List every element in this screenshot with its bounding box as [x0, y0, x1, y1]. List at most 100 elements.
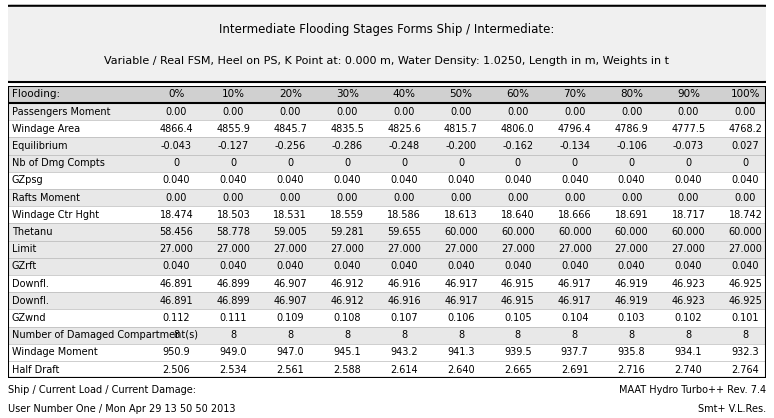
- Text: 0.00: 0.00: [507, 107, 529, 117]
- Text: 18.666: 18.666: [558, 210, 591, 220]
- Text: 0.040: 0.040: [163, 261, 190, 271]
- Text: 0.00: 0.00: [166, 107, 187, 117]
- Text: 27.000: 27.000: [728, 244, 762, 254]
- Text: 59.005: 59.005: [273, 227, 307, 237]
- Text: 0%: 0%: [168, 89, 185, 99]
- Text: 0.00: 0.00: [621, 193, 642, 203]
- Text: 0.040: 0.040: [334, 261, 361, 271]
- Text: Ship / Current Load / Current Damage:: Ship / Current Load / Current Damage:: [8, 385, 196, 395]
- Text: 2.740: 2.740: [675, 364, 702, 375]
- Text: 60.000: 60.000: [615, 227, 649, 237]
- Text: 46.917: 46.917: [444, 296, 478, 306]
- Text: 0.040: 0.040: [618, 176, 646, 185]
- Text: 46.915: 46.915: [501, 279, 535, 288]
- Text: 18.503: 18.503: [217, 210, 250, 220]
- Text: 945.1: 945.1: [334, 347, 361, 357]
- Text: 18.717: 18.717: [672, 210, 705, 220]
- Text: 0.104: 0.104: [561, 313, 588, 323]
- Text: 46.912: 46.912: [330, 296, 364, 306]
- Text: 2.764: 2.764: [731, 364, 759, 375]
- Text: 27.000: 27.000: [444, 244, 478, 254]
- Text: 46.912: 46.912: [330, 279, 364, 288]
- Text: 59.281: 59.281: [330, 227, 364, 237]
- Text: 8: 8: [344, 330, 351, 340]
- Text: 0.00: 0.00: [337, 193, 358, 203]
- Text: 0: 0: [344, 158, 351, 168]
- Text: -0.200: -0.200: [445, 141, 477, 151]
- Text: 46.923: 46.923: [672, 296, 705, 306]
- Text: 0.00: 0.00: [678, 107, 699, 117]
- Text: 8: 8: [742, 330, 748, 340]
- Text: -0.162: -0.162: [502, 141, 533, 151]
- Text: 8: 8: [173, 330, 180, 340]
- Text: User Number One / Mon Apr 29 13 50 50 2013: User Number One / Mon Apr 29 13 50 50 20…: [8, 404, 235, 413]
- Text: 50%: 50%: [450, 89, 472, 99]
- Text: 0.040: 0.040: [504, 261, 532, 271]
- Text: Passengers Moment: Passengers Moment: [12, 107, 110, 117]
- Text: 8: 8: [628, 330, 635, 340]
- Text: -0.134: -0.134: [560, 141, 591, 151]
- Text: 18.531: 18.531: [273, 210, 307, 220]
- Text: 46.891: 46.891: [159, 279, 194, 288]
- Text: 0.00: 0.00: [223, 193, 244, 203]
- Text: 8: 8: [231, 330, 237, 340]
- Text: 18.474: 18.474: [159, 210, 194, 220]
- Text: Downfl.: Downfl.: [12, 296, 49, 306]
- Text: 2.588: 2.588: [334, 364, 361, 375]
- Bar: [8, 189, 766, 206]
- Text: 60.000: 60.000: [672, 227, 705, 237]
- Text: -0.127: -0.127: [217, 141, 249, 151]
- Text: 0.00: 0.00: [564, 107, 585, 117]
- Text: 2.534: 2.534: [220, 364, 247, 375]
- Text: 30%: 30%: [336, 89, 358, 99]
- Text: 0.040: 0.040: [731, 261, 759, 271]
- Text: 0.040: 0.040: [220, 176, 247, 185]
- Text: 0.00: 0.00: [678, 193, 699, 203]
- Text: 18.640: 18.640: [501, 210, 535, 220]
- Text: 950.9: 950.9: [163, 347, 190, 357]
- Text: 18.742: 18.742: [728, 210, 762, 220]
- Bar: [8, 172, 766, 189]
- Text: 27.000: 27.000: [615, 244, 649, 254]
- Bar: [8, 326, 766, 344]
- Text: GZpsg: GZpsg: [12, 176, 43, 185]
- FancyBboxPatch shape: [0, 6, 774, 82]
- Text: 0.00: 0.00: [393, 107, 415, 117]
- Text: 0: 0: [231, 158, 237, 168]
- Text: 59.655: 59.655: [387, 227, 421, 237]
- Text: 0.109: 0.109: [276, 313, 304, 323]
- Text: Windage Area: Windage Area: [12, 124, 80, 134]
- Text: 46.907: 46.907: [273, 296, 307, 306]
- Text: 0.040: 0.040: [561, 176, 588, 185]
- Text: 27.000: 27.000: [672, 244, 705, 254]
- Text: 46.891: 46.891: [159, 296, 194, 306]
- Text: 60%: 60%: [506, 89, 529, 99]
- Bar: [8, 103, 766, 120]
- Text: 0: 0: [572, 158, 578, 168]
- Text: 0.101: 0.101: [731, 313, 759, 323]
- Text: 0.00: 0.00: [279, 107, 301, 117]
- Text: Smt+ V.L.Res.: Smt+ V.L.Res.: [698, 404, 766, 413]
- Text: 0.00: 0.00: [337, 107, 358, 117]
- Text: 947.0: 947.0: [276, 347, 304, 357]
- Text: 46.917: 46.917: [444, 279, 478, 288]
- Text: 4835.5: 4835.5: [330, 124, 364, 134]
- Text: 18.586: 18.586: [387, 210, 421, 220]
- Text: 934.1: 934.1: [675, 347, 702, 357]
- Text: 937.7: 937.7: [561, 347, 588, 357]
- Text: 27.000: 27.000: [501, 244, 535, 254]
- Text: 941.3: 941.3: [447, 347, 474, 357]
- Text: 932.3: 932.3: [731, 347, 759, 357]
- Text: Limit: Limit: [12, 244, 36, 254]
- Bar: [8, 155, 766, 172]
- Text: 2.691: 2.691: [561, 364, 588, 375]
- Text: 4845.7: 4845.7: [273, 124, 307, 134]
- Bar: [8, 241, 766, 258]
- Text: 2.506: 2.506: [163, 364, 190, 375]
- Text: 60.000: 60.000: [728, 227, 762, 237]
- Text: 80%: 80%: [620, 89, 643, 99]
- Text: 46.916: 46.916: [387, 296, 421, 306]
- Text: -0.073: -0.073: [673, 141, 704, 151]
- Text: 2.614: 2.614: [390, 364, 418, 375]
- Text: 4796.4: 4796.4: [558, 124, 591, 134]
